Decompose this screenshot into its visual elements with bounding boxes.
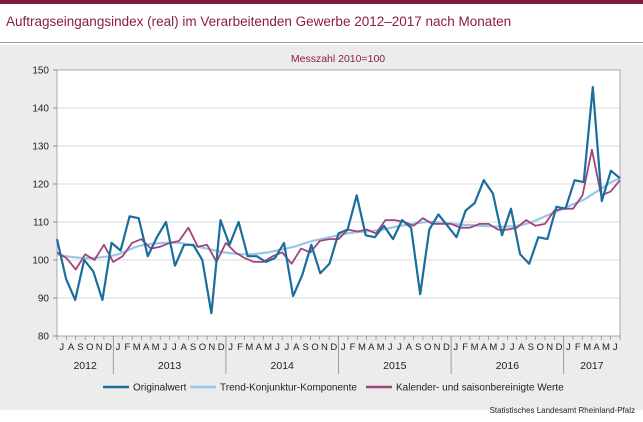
source-note: Statistisches Landesamt Rheinland-Pfalz bbox=[489, 406, 635, 415]
x-month-label: F bbox=[124, 342, 130, 353]
x-month-label: F bbox=[350, 342, 356, 353]
x-month-label: O bbox=[424, 342, 431, 353]
x-month-label: J bbox=[566, 342, 571, 353]
x-month-label: J bbox=[500, 342, 505, 353]
x-month-label: J bbox=[397, 342, 402, 353]
x-month-label: S bbox=[190, 342, 196, 353]
grid-lines bbox=[57, 107, 620, 299]
x-month-label: M bbox=[489, 342, 497, 353]
x-month-label: J bbox=[613, 342, 618, 353]
x-month-label: J bbox=[275, 342, 280, 353]
header-divider bbox=[0, 42, 643, 43]
legend-label-1: Trend-Konjunktur-Komponente bbox=[220, 383, 357, 394]
y-tick-label-130: 130 bbox=[32, 142, 49, 153]
y-axis: 80 90 100 110 120 130 140 150 bbox=[32, 66, 57, 343]
y-tick-label-150: 150 bbox=[32, 66, 49, 77]
x-month-label: M bbox=[152, 342, 160, 353]
x-month-label: O bbox=[199, 342, 206, 353]
x-year-label-2013: 2013 bbox=[158, 360, 182, 372]
x-month-label: F bbox=[237, 342, 243, 353]
x-month-label: F bbox=[575, 342, 581, 353]
x-month-label: N bbox=[208, 342, 215, 353]
x-month-label: J bbox=[453, 342, 458, 353]
x-month-label: A bbox=[68, 342, 75, 353]
x-month-label: J bbox=[228, 342, 233, 353]
x-month-label: A bbox=[293, 342, 300, 353]
x-month-label: A bbox=[143, 342, 150, 353]
x-month-label: A bbox=[181, 342, 188, 353]
chart-subtitle: Messzahl 2010=100 bbox=[291, 53, 385, 65]
x-month-label: S bbox=[415, 342, 421, 353]
x-month-label: J bbox=[388, 342, 393, 353]
x-month-label: N bbox=[546, 342, 553, 353]
x-month-label: M bbox=[583, 342, 591, 353]
x-month-label: M bbox=[602, 342, 610, 353]
x-month-label: S bbox=[302, 342, 308, 353]
x-year-label-2012: 2012 bbox=[73, 360, 97, 372]
x-month-label: M bbox=[471, 342, 479, 353]
x-month-label: M bbox=[245, 342, 253, 353]
x-month-label: J bbox=[341, 342, 346, 353]
x-month-label: O bbox=[311, 342, 318, 353]
x-month-label: F bbox=[462, 342, 468, 353]
y-tick-label-120: 120 bbox=[32, 180, 49, 191]
y-tick-label-90: 90 bbox=[38, 294, 50, 305]
x-month-label: M bbox=[264, 342, 272, 353]
x-month-label: D bbox=[556, 342, 563, 353]
x-month-label: D bbox=[218, 342, 225, 353]
header-accent-rule bbox=[0, 0, 643, 4]
x-month-label: D bbox=[443, 342, 450, 353]
y-tick-label-80: 80 bbox=[38, 332, 50, 343]
x-month-label: A bbox=[406, 342, 413, 353]
x-month-label: N bbox=[434, 342, 441, 353]
y-tick-label-110: 110 bbox=[33, 218, 49, 229]
x-month-label: A bbox=[593, 342, 600, 353]
x-month-label: J bbox=[285, 342, 290, 353]
legend-label-0: Originalwert bbox=[133, 383, 187, 394]
x-month-label: J bbox=[172, 342, 177, 353]
x-month-label: D bbox=[105, 342, 112, 353]
x-month-label: S bbox=[528, 342, 534, 353]
x-year-label-2015: 2015 bbox=[383, 360, 407, 372]
x-month-label: N bbox=[96, 342, 103, 353]
x-month-label: J bbox=[163, 342, 168, 353]
series-line-0 bbox=[55, 85, 621, 315]
x-month-label: J bbox=[116, 342, 121, 353]
page-title: Auftragseingangsindex (real) im Verarbei… bbox=[6, 14, 512, 29]
x-month-label: A bbox=[368, 342, 375, 353]
x-month-label: M bbox=[377, 342, 385, 353]
x-month-label: D bbox=[330, 342, 337, 353]
x-month-label: M bbox=[358, 342, 366, 353]
plot-area bbox=[56, 69, 621, 337]
x-month-label: J bbox=[510, 342, 515, 353]
x-year-label-2017: 2017 bbox=[580, 360, 604, 372]
x-month-label: A bbox=[481, 342, 488, 353]
line-chart: Messzahl 2010=100 80 90 100 110 120 130 140 150… bbox=[32, 53, 621, 394]
y-tick-label-100: 100 bbox=[32, 256, 49, 267]
x-month-label: S bbox=[77, 342, 83, 353]
x-month-label: M bbox=[133, 342, 141, 353]
x-year-label-2014: 2014 bbox=[271, 360, 295, 372]
legend-label-2: Kalender- und saisonbereinigte Werte bbox=[396, 383, 564, 394]
x-month-label: O bbox=[86, 342, 93, 353]
y-tick-label-140: 140 bbox=[32, 104, 49, 115]
x-month-label: O bbox=[537, 342, 544, 353]
x-month-label: A bbox=[518, 342, 525, 353]
legend: Originalwert Trend-Konjunktur-Komponente K… bbox=[103, 383, 564, 394]
x-month-label: J bbox=[59, 342, 64, 353]
x-month-label: N bbox=[321, 342, 328, 353]
x-month-label: A bbox=[256, 342, 263, 353]
x-year-label-2016: 2016 bbox=[496, 360, 520, 372]
series-layer bbox=[55, 85, 621, 315]
